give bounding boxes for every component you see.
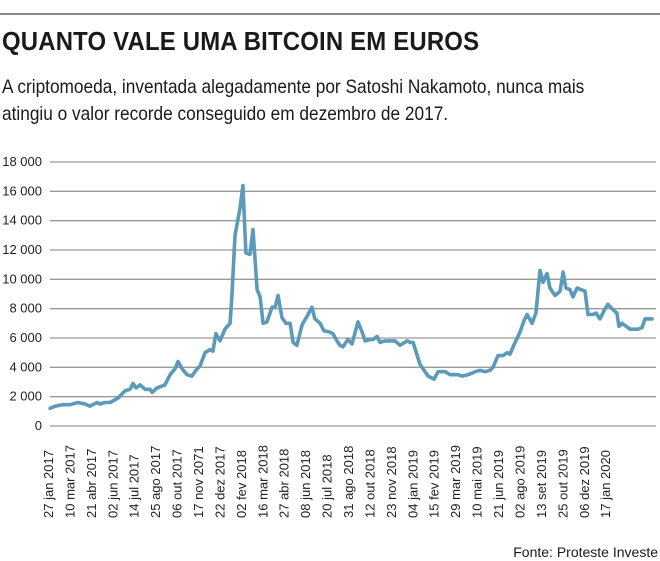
x-tick-label: 16 mar 2018 — [255, 445, 270, 518]
x-tick-label: 02 fev 2018 — [234, 450, 249, 518]
x-tick-label: 20 jul 2018 — [320, 454, 335, 518]
x-tick-label: 17 nov 2071 — [191, 446, 206, 518]
x-tick-label: 25 out 2019 — [555, 449, 570, 518]
y-tick-label: 6 000 — [9, 330, 42, 345]
y-tick-label: 4 000 — [9, 359, 42, 374]
y-tick-label: 18 000 — [2, 154, 42, 169]
chart-title: QUANTO VALE UMA BITCOIN EM EUROS — [2, 26, 480, 56]
x-tick-label: 04 jan 2019 — [405, 450, 420, 518]
x-tick-label: 10 mar 2017 — [62, 445, 77, 518]
y-tick-label: 0 — [35, 418, 42, 433]
chart-subtitle: A criptomoeda, inventada alegadamente po… — [2, 76, 585, 125]
top-rule — [0, 13, 660, 15]
x-tick-label: 02 ago 2019 — [512, 446, 527, 518]
x-tick-label: 21 abr 2017 — [84, 449, 99, 518]
x-tick-label: 17 jan 2020 — [598, 450, 613, 518]
x-tick-label: 23 nov 2018 — [384, 446, 399, 518]
x-tick-label: 02 jun 2017 — [105, 450, 120, 518]
y-tick-label: 14 000 — [2, 213, 42, 228]
x-tick-label: 10 mai 2019 — [470, 446, 485, 518]
y-tick-label: 10 000 — [2, 271, 42, 286]
x-tick-label: 27 jan 2017 — [41, 450, 56, 518]
bitcoin-price-line — [48, 183, 654, 411]
y-tick-label: 2 000 — [9, 389, 42, 404]
x-tick-label: 29 mar 2019 — [448, 445, 463, 518]
x-tick-label: 13 set 2019 — [534, 450, 549, 518]
x-tick-label: 22 dez 2017 — [212, 446, 227, 518]
x-tick-label: 06 out 2017 — [170, 449, 185, 518]
x-tick-label: 12 out 2018 — [362, 449, 377, 518]
x-tick-label: 25 ago 2017 — [148, 446, 163, 518]
x-tick-label: 15 fev 2019 — [427, 450, 442, 518]
x-tick-label: 21 jun 2019 — [491, 450, 506, 518]
y-tick-label: 12 000 — [2, 242, 42, 257]
x-tick-label: 31 ago 2018 — [341, 446, 356, 518]
x-tick-label: 06 dez 2019 — [577, 446, 592, 518]
x-tick-label: 08 jun 2018 — [298, 450, 313, 518]
x-tick-label: 27 abr 2018 — [277, 449, 292, 518]
source-note: Fonte: Proteste Investe — [513, 544, 658, 560]
y-tick-label: 16 000 — [2, 183, 42, 198]
y-tick-label: 8 000 — [9, 301, 42, 316]
x-tick-label: 14 jul 2017 — [127, 454, 142, 518]
